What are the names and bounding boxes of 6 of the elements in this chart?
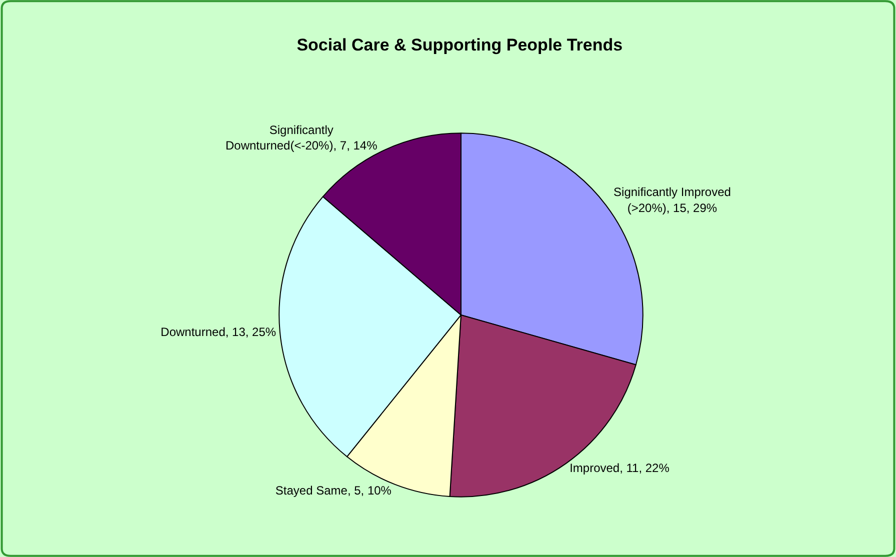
slice-label: Improved, 11, 22% — [570, 461, 670, 476]
slice-label: Stayed Same, 5, 10% — [275, 484, 392, 498]
slice-label: Downturned, 13, 25% — [160, 324, 276, 339]
chart-title: Social Care & Supporting People Trends — [296, 36, 623, 55]
slice-label: Significantly Downturned(<-20%), 7, 14% — [226, 122, 378, 152]
slice-label: Significantly Improved (>20%), 15, 29% — [614, 185, 731, 215]
